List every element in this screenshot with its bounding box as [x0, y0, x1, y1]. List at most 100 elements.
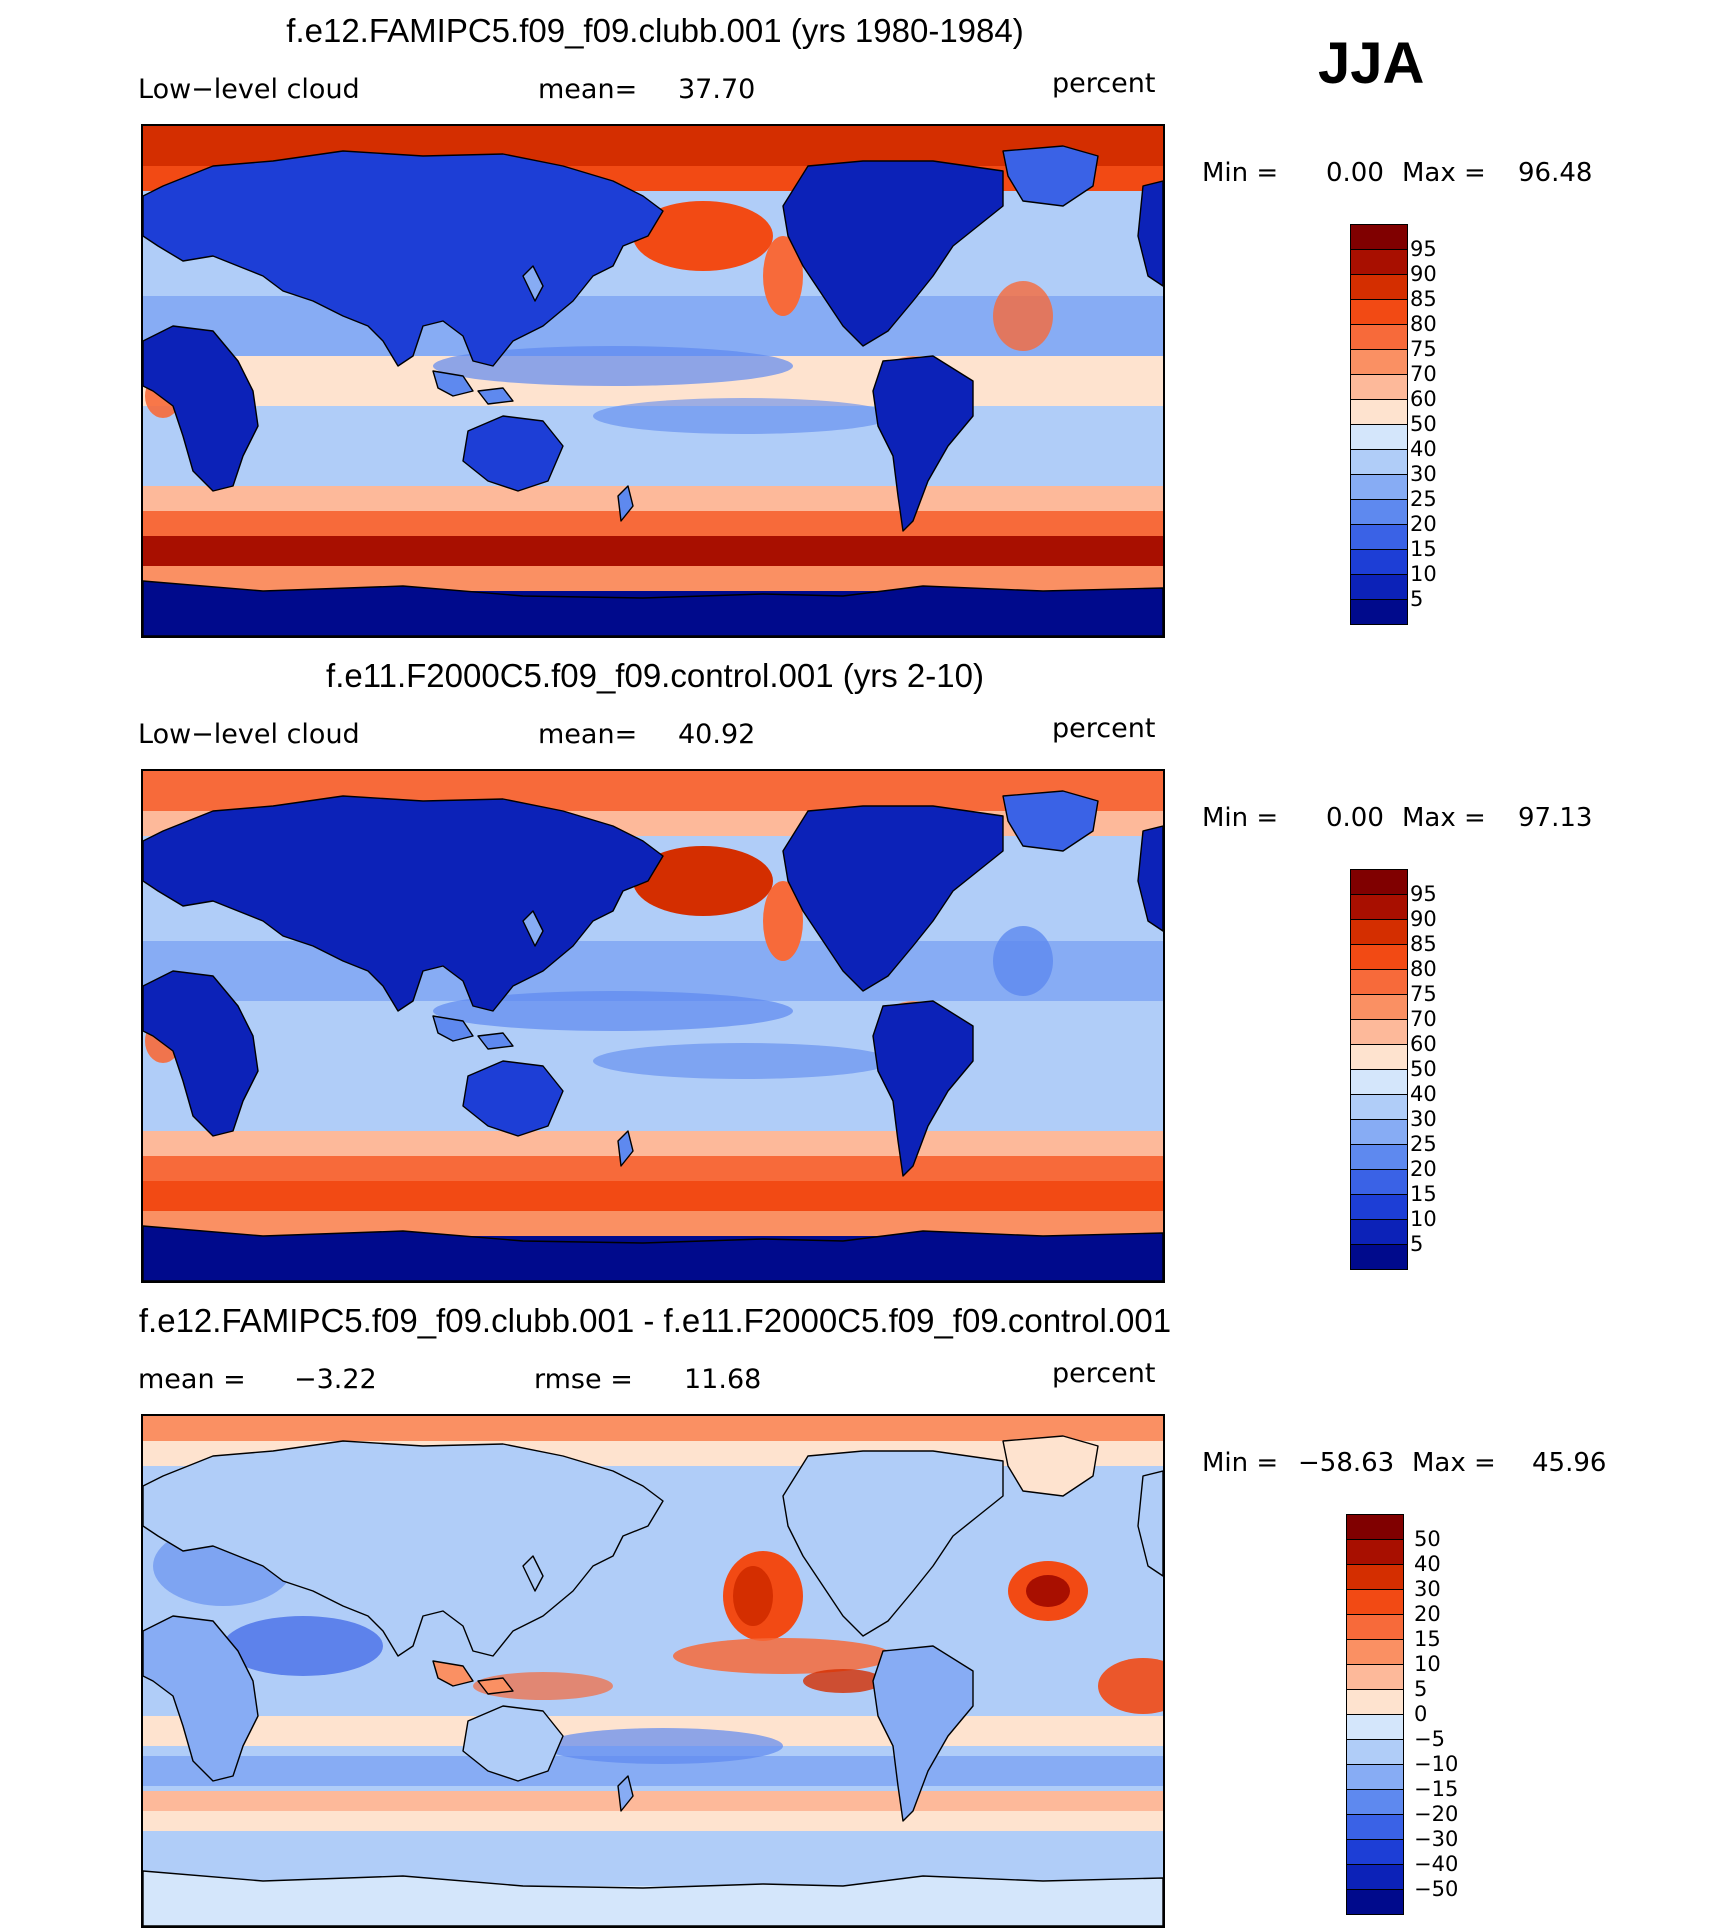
colorbar-swatch: [1350, 499, 1408, 525]
colorbar-level-label: 70: [1410, 1007, 1437, 1031]
coastline-europeAsia: [143, 150, 664, 367]
colorbar-level-label: 50: [1410, 1057, 1437, 1081]
cloud-band: [143, 296, 1163, 356]
coastline-sAmerica: [872, 355, 974, 532]
coastline-japan: [522, 1555, 544, 1592]
colorbar-swatch: [1346, 1714, 1404, 1740]
colorbar-swatch: [1350, 1194, 1408, 1220]
colorbar-level-label: 25: [1410, 487, 1437, 511]
panel-1-mean-value: 37.70: [678, 74, 756, 105]
panel-2-title: f.e11.F2000C5.f09_f09.control.001 (yrs 2…: [326, 657, 984, 694]
cloud-region: [633, 846, 773, 916]
coastline-australia: [462, 1060, 564, 1137]
colorbar-level-label: 0: [1414, 1702, 1428, 1726]
panel-1-title: f.e12.FAMIPC5.f09_f09.clubb.001 (yrs 198…: [286, 12, 1024, 49]
coastline-antarctica: [143, 1870, 1163, 1926]
coastline-australia: [462, 1705, 564, 1782]
colorbar-level-label: 50: [1410, 412, 1437, 436]
colorbar-swatch: [1350, 919, 1408, 945]
colorbar-level-label: 95: [1410, 237, 1437, 261]
colorbar-level-label: 20: [1410, 512, 1437, 536]
cloud-band: [143, 536, 1163, 566]
coastline-sAmerica: [872, 1000, 974, 1177]
colorbar-level-label: 95: [1410, 882, 1437, 906]
coastline-africa: [143, 970, 259, 1137]
panel-2-colorbar: 95 90 85 80 75 70 60 50 40 30 25 20 15 10 5: [1350, 869, 1470, 1273]
colorbar-level-label: 50: [1414, 1527, 1441, 1551]
colorbar-level-label: 80: [1410, 957, 1437, 981]
panel-2-max-label: Max =: [1402, 803, 1486, 833]
colorbar-level-label: 5: [1410, 587, 1424, 611]
panel-3: f.e12.FAMIPC5.f09_f09.clubb.001 - f.e11.…: [0, 1290, 1710, 1930]
colorbar-swatch: [1346, 1614, 1404, 1640]
cloud-band: [143, 1416, 1163, 1441]
coastline-indonesia: [432, 370, 514, 405]
panel-2-max-value: 97.13: [1518, 803, 1593, 833]
colorbar-level-label: 90: [1410, 262, 1437, 286]
coastline-sAmerica: [872, 1645, 974, 1822]
cloud-band: [143, 1131, 1163, 1156]
cloud-band: [143, 1831, 1163, 1871]
coastline-africa: [143, 1615, 259, 1782]
colorbar-level-label: 10: [1414, 1652, 1441, 1676]
panel-1-map: [141, 124, 1165, 638]
panel-3-title: f.e12.FAMIPC5.f09_f09.clubb.001 - f.e11.…: [138, 1302, 1172, 1339]
colorbar-level-label: 15: [1410, 537, 1437, 561]
colorbar-swatch: [1346, 1764, 1404, 1790]
panel-3-min-value: −58.63: [1298, 1448, 1395, 1478]
cloud-region: [473, 1672, 613, 1700]
coastline-nAmerica: [782, 805, 1004, 992]
colorbar-swatch: [1350, 299, 1408, 325]
panel-1-max-value: 96.48: [1518, 158, 1593, 188]
colorbar-level-label: 5: [1410, 1232, 1424, 1256]
cloud-region: [1098, 1658, 1163, 1714]
panel-3-mean-label: mean =: [138, 1364, 246, 1395]
colorbar-swatch: [1350, 574, 1408, 600]
colorbar-swatch: [1346, 1814, 1404, 1840]
coastline-europeW: [1137, 1470, 1163, 1577]
panel-1-mean-label: mean=: [538, 74, 638, 105]
colorbar-swatch: [1350, 549, 1408, 575]
colorbar-swatch: [1350, 1219, 1408, 1245]
colorbar-level-label: 40: [1414, 1552, 1441, 1576]
panel-1-unit: percent: [1052, 68, 1156, 99]
panel-1-max-label: Max =: [1402, 158, 1486, 188]
colorbar-swatch: [1350, 474, 1408, 500]
colorbar-swatch: [1346, 1589, 1404, 1615]
colorbar-level-label: −15: [1414, 1777, 1459, 1801]
panel-3-min-label: Min =: [1202, 1448, 1279, 1478]
cloud-region: [673, 1638, 893, 1674]
cloud-region: [593, 1043, 893, 1079]
colorbar-swatch: [1350, 1119, 1408, 1145]
colorbar-swatch: [1346, 1514, 1404, 1540]
colorbar-level-label: 85: [1410, 932, 1437, 956]
panel-3-unit: percent: [1052, 1358, 1156, 1389]
panel-2-variable-label: Low−level cloud: [138, 719, 360, 750]
colorbar-level-label: 10: [1410, 1207, 1437, 1231]
colorbar-swatch: [1346, 1864, 1404, 1890]
panel-1-min-label: Min =: [1202, 158, 1279, 188]
cloud-region: [593, 398, 893, 434]
cloud-region: [993, 281, 1053, 351]
coastline-nz: [617, 485, 634, 522]
coastline-europeAsia: [143, 795, 664, 1012]
cloud-band: [143, 941, 1163, 1001]
colorbar-level-label: 40: [1410, 437, 1437, 461]
colorbar-swatch: [1350, 894, 1408, 920]
colorbar-level-label: 25: [1410, 1132, 1437, 1156]
colorbar-swatch: [1350, 1244, 1408, 1270]
cloud-region: [803, 1669, 883, 1693]
coastline-nAmerica: [782, 160, 1004, 347]
colorbar-swatch: [1346, 1839, 1404, 1865]
colorbar-level-label: −40: [1414, 1852, 1459, 1876]
panel-2: f.e11.F2000C5.f09_f09.control.001 (yrs 2…: [0, 645, 1710, 1285]
cloud-region: [433, 991, 793, 1031]
colorbar-level-label: −50: [1414, 1877, 1459, 1901]
coastline-europeW: [1137, 180, 1163, 287]
colorbar-level-label: 85: [1410, 287, 1437, 311]
colorbar-swatch: [1350, 349, 1408, 375]
colorbar-swatch: [1346, 1739, 1404, 1765]
cloud-region: [433, 346, 793, 386]
colorbar-swatch: [1350, 969, 1408, 995]
cloud-band: [143, 1156, 1163, 1181]
